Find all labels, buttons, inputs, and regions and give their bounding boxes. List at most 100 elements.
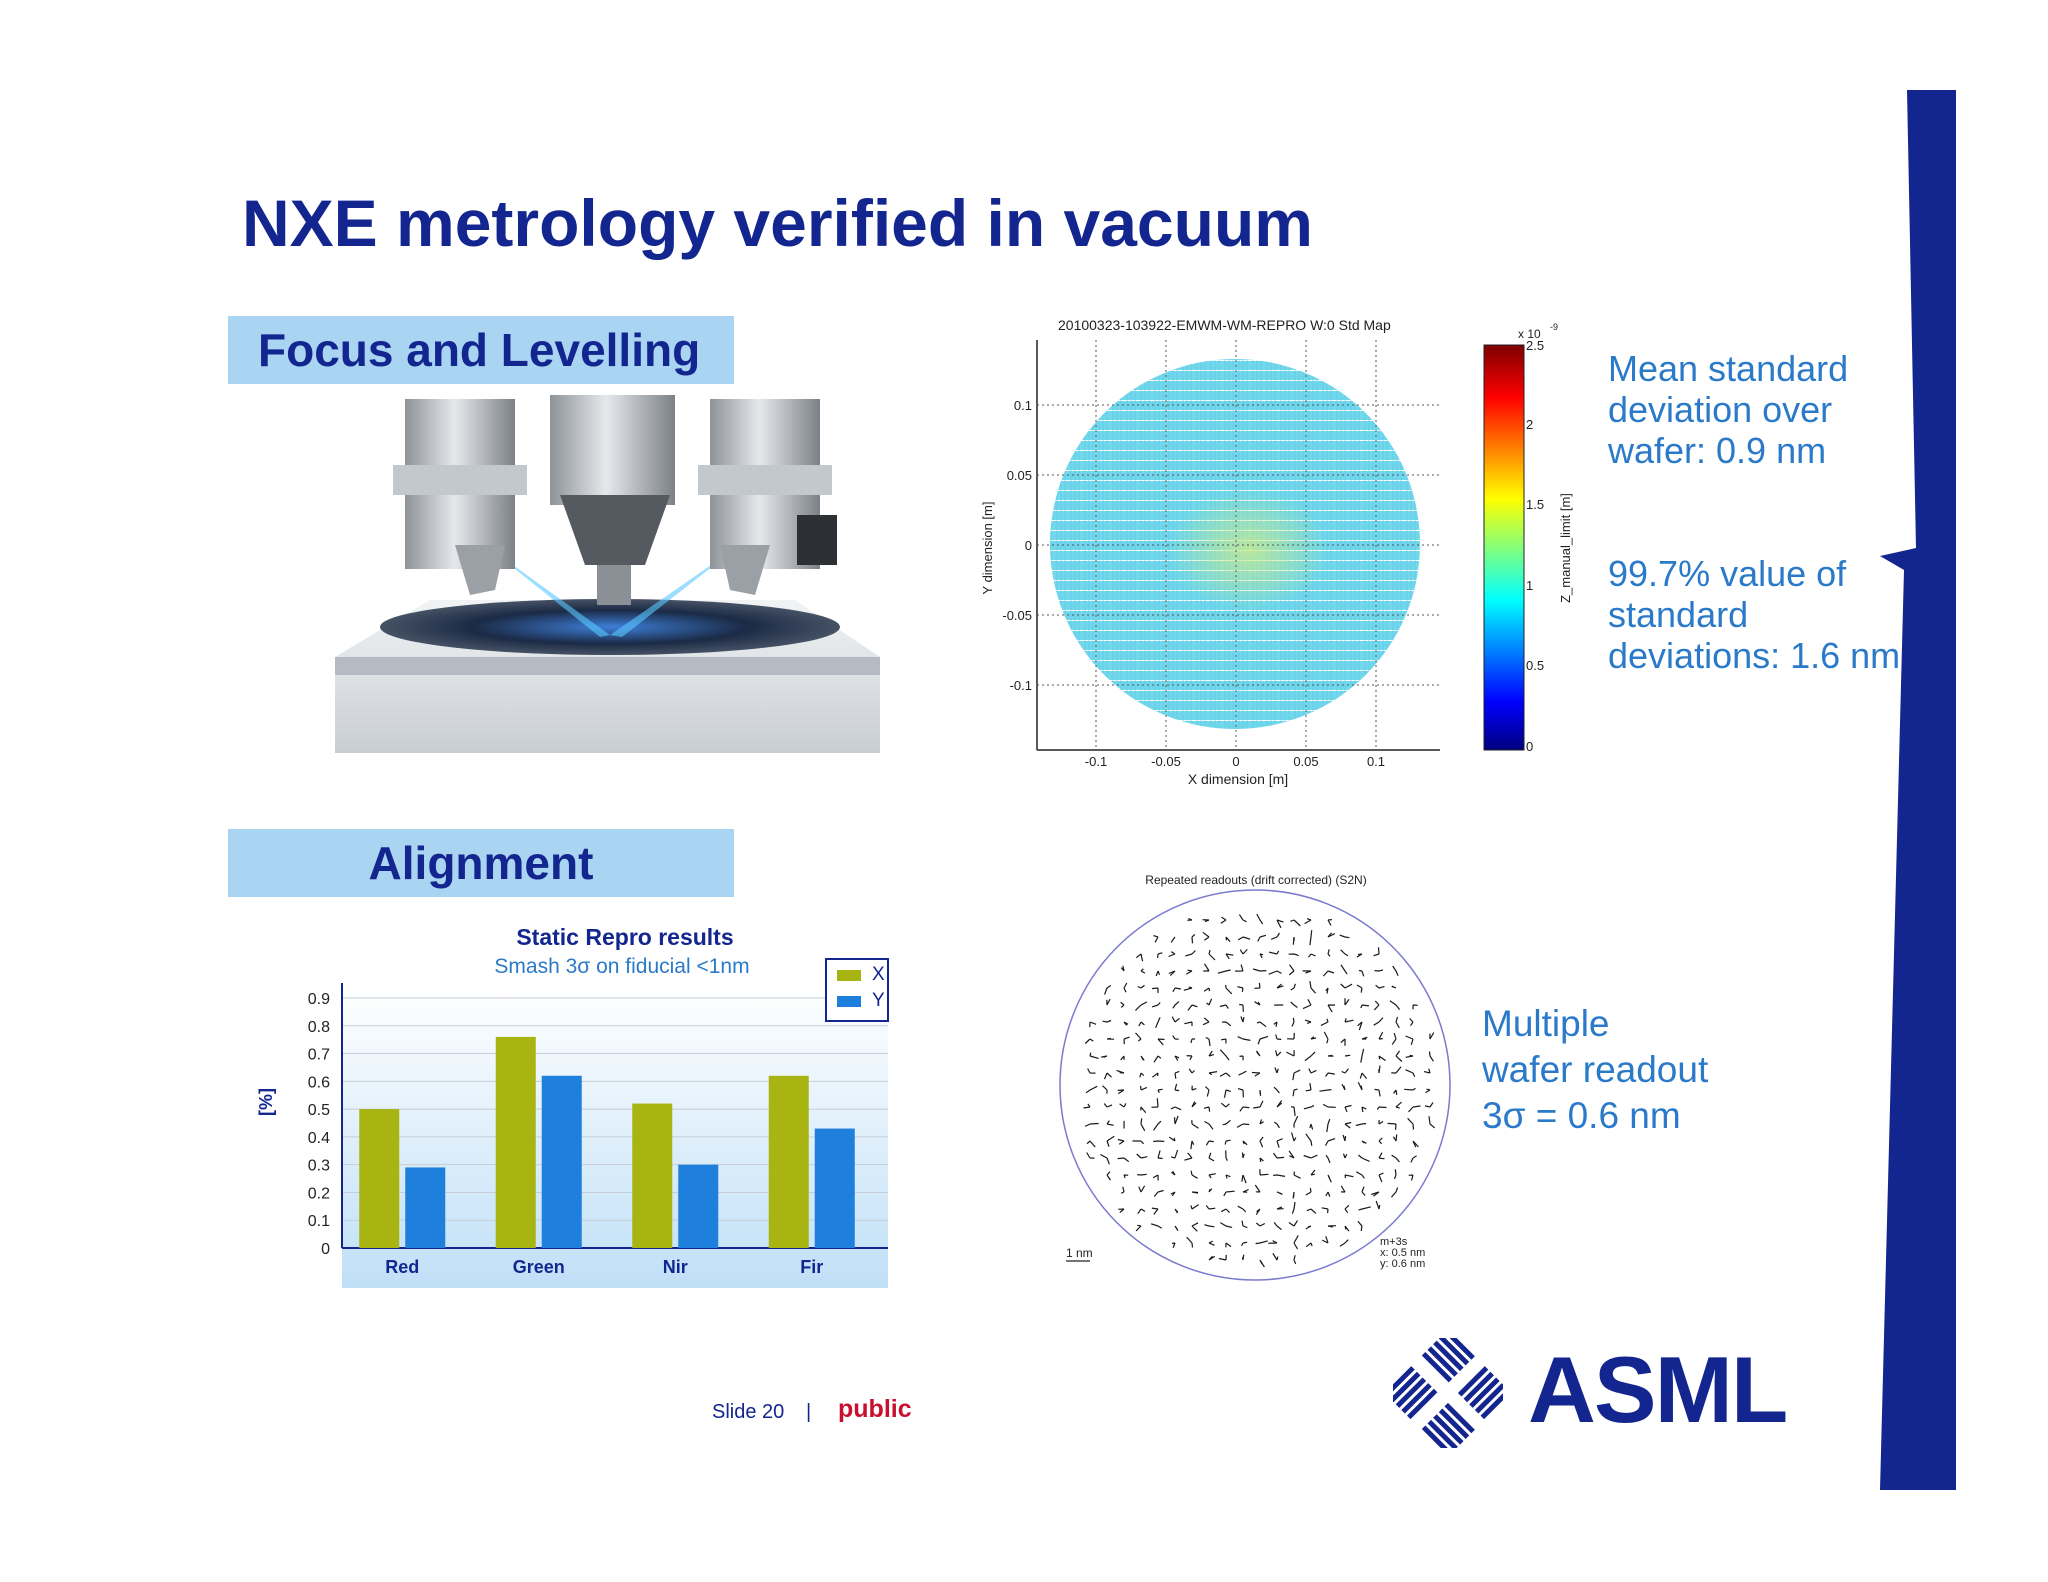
readout-vector — [1290, 1001, 1298, 1008]
readout-vector — [1273, 1086, 1280, 1094]
readout-vector — [1223, 1190, 1235, 1197]
readout-vector — [1304, 1051, 1316, 1062]
readout-vector — [1174, 1225, 1179, 1232]
readout-vector — [1171, 1016, 1180, 1023]
readout-vector — [1259, 1259, 1265, 1268]
readout-vector — [1358, 1154, 1370, 1162]
readout-vector — [1185, 950, 1196, 957]
readout-vector — [1321, 1236, 1329, 1244]
readout-vector — [1203, 1106, 1211, 1112]
wafer-std-map: 20100323-103922-EMWM-WM-REPRO W:0 Std Ma… — [980, 317, 1573, 787]
readout-vector — [1344, 1018, 1354, 1023]
readout-vector — [1276, 1191, 1283, 1195]
readout-vector — [1327, 919, 1332, 926]
readout-vector — [1237, 1088, 1244, 1098]
readout-vector — [1310, 1169, 1316, 1176]
readout-vector — [1155, 1017, 1161, 1029]
readout-vector — [1322, 1103, 1336, 1108]
readout-vector — [1106, 1135, 1115, 1147]
readout-vector — [1391, 985, 1397, 989]
readout-vector — [1140, 968, 1146, 974]
readout-vector — [1292, 936, 1295, 945]
readout-vector — [1151, 1002, 1161, 1008]
readout-vector — [1287, 1032, 1295, 1040]
readout-vector — [1405, 1035, 1414, 1045]
readout-vector — [1357, 1220, 1363, 1232]
readout-vector — [1205, 1140, 1214, 1146]
x-tick: -0.05 — [1151, 754, 1181, 769]
asml-logo-icon — [1393, 1338, 1503, 1448]
readout-vector — [1102, 1085, 1108, 1094]
readout-vector — [1273, 1152, 1285, 1159]
readout-vector — [1218, 1254, 1227, 1261]
readout-vector — [1344, 998, 1350, 1006]
readout-vector — [1151, 1098, 1159, 1108]
readout-vector — [1120, 1055, 1125, 1061]
readout-vector — [1086, 1140, 1096, 1148]
readout-vector — [1361, 1106, 1367, 1113]
readout-vector — [1242, 1140, 1248, 1146]
readout-vector — [1395, 1016, 1400, 1029]
readout-vector — [1186, 1055, 1193, 1061]
readout-vector — [1219, 1072, 1231, 1078]
readout-vector — [1120, 965, 1125, 972]
readout-vector — [1340, 1038, 1346, 1046]
readout-vector — [1303, 1154, 1318, 1159]
section-heading-focus: Focus and Levelling — [228, 316, 734, 384]
readout-vector — [1190, 1170, 1198, 1179]
focus-levelling-illustration — [335, 395, 880, 753]
readout-vector — [1293, 1171, 1301, 1179]
readout-vector — [1137, 1173, 1147, 1176]
readout-vector — [1305, 1133, 1313, 1146]
readout-vector — [1404, 1087, 1416, 1091]
readout-vector — [1319, 1089, 1332, 1092]
readout-vector — [1340, 964, 1348, 975]
readout-vector — [1327, 1004, 1336, 1013]
y-tick: 0.1 — [1014, 398, 1032, 413]
readout-vector — [1292, 1069, 1301, 1081]
readout-vector — [1286, 1050, 1295, 1057]
chart-legend: X Y — [825, 958, 889, 1022]
readout-vector — [1203, 963, 1210, 972]
readout-vector — [1361, 1186, 1366, 1196]
readout-vector — [1184, 1152, 1193, 1161]
readout-vector — [1222, 1119, 1231, 1126]
readout-vector — [1241, 1174, 1247, 1184]
readout-vector — [1305, 1242, 1313, 1248]
readout-vector — [1255, 1222, 1266, 1227]
colorbar-scale: x 10 — [1518, 327, 1541, 341]
readout-vector — [1170, 936, 1176, 943]
readout-vector — [1423, 1068, 1431, 1074]
readout-vector — [1254, 1001, 1261, 1006]
readout-vector — [1409, 1018, 1414, 1027]
x-tick: -0.1 — [1085, 754, 1107, 769]
readout-vector — [1320, 1018, 1329, 1026]
readout-vector — [1342, 1153, 1348, 1159]
y-tick: -0.05 — [1002, 608, 1032, 623]
bar-x-green — [495, 1036, 536, 1248]
readout-vector — [1137, 1208, 1146, 1215]
readout-vector — [1084, 1038, 1094, 1044]
readout-vector — [1302, 970, 1312, 974]
readout-vector — [1123, 1174, 1129, 1179]
readout-vector — [1202, 919, 1210, 923]
readout-vector — [1251, 1071, 1261, 1077]
readout-vector — [1257, 934, 1267, 942]
readout-vector — [1171, 1242, 1176, 1249]
readout-vector — [1225, 1150, 1228, 1161]
readout-vector — [1339, 934, 1350, 939]
bar-y-nir — [678, 1164, 719, 1248]
readout-stats-y: y: 0.6 nm — [1380, 1258, 1425, 1270]
readout-vector — [1356, 953, 1363, 958]
readout-vector — [1274, 1067, 1279, 1074]
readout-vector — [1174, 1055, 1180, 1061]
readout-vector — [1391, 1154, 1400, 1163]
readout-vector — [1191, 1085, 1197, 1091]
readout-vector — [1324, 1138, 1336, 1146]
readout-vector — [1153, 1189, 1164, 1197]
colorbar-tick: 0.5 — [1526, 658, 1544, 673]
readout-vector — [1259, 1089, 1262, 1096]
readout-vector — [1288, 1220, 1299, 1227]
readout-vector — [1119, 1103, 1127, 1108]
category-label: Fir — [800, 1257, 823, 1277]
